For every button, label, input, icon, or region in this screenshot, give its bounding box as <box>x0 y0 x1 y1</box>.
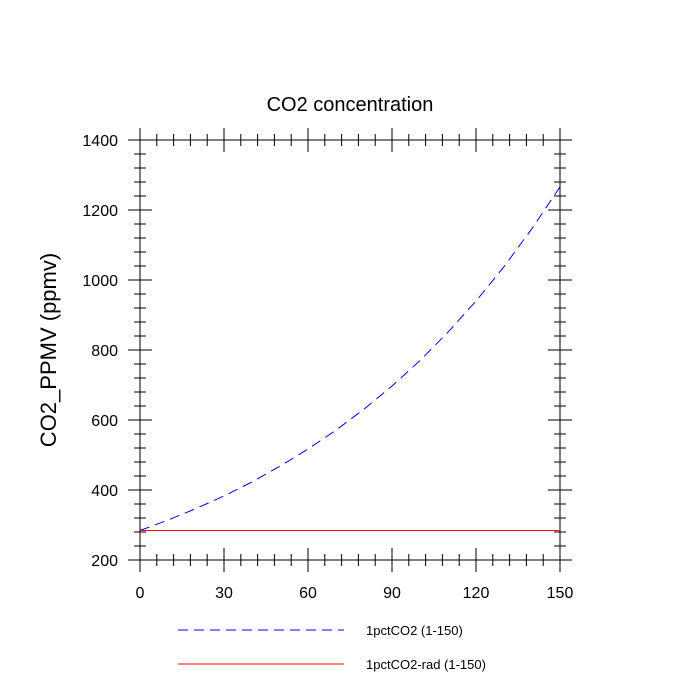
y-tick-label: 1400 <box>82 133 118 150</box>
y-tick-label: 1200 <box>82 203 118 220</box>
x-tick-label: 60 <box>299 585 317 602</box>
plot-frame <box>139 139 561 561</box>
legend-label-2: 1pctCO2-rad (1-150) <box>366 657 486 672</box>
legend-label-1: 1pctCO2 (1-150) <box>366 623 463 638</box>
plot-series <box>139 186 561 531</box>
x-tick-label: 150 <box>547 585 574 602</box>
y-tick-label: 600 <box>91 413 118 430</box>
x-tick-label: 90 <box>383 585 401 602</box>
chart-title: CO2 concentration <box>267 94 434 116</box>
y-tick-label: 1000 <box>82 273 118 290</box>
y-tick-label: 800 <box>91 343 118 360</box>
x-tick-label: 120 <box>463 585 490 602</box>
y-tick-label: 200 <box>91 553 118 570</box>
y-axis-label: CO2_PPMV (ppmv) <box>36 253 61 447</box>
x-tick-label: 0 <box>136 585 145 602</box>
legend: 1pctCO2 (1-150) 1pctCO2-rad (1-150) <box>178 623 486 672</box>
y-tick-label: 400 <box>91 483 118 500</box>
series-line-1 <box>139 186 561 531</box>
x-tick-label: 30 <box>215 585 233 602</box>
